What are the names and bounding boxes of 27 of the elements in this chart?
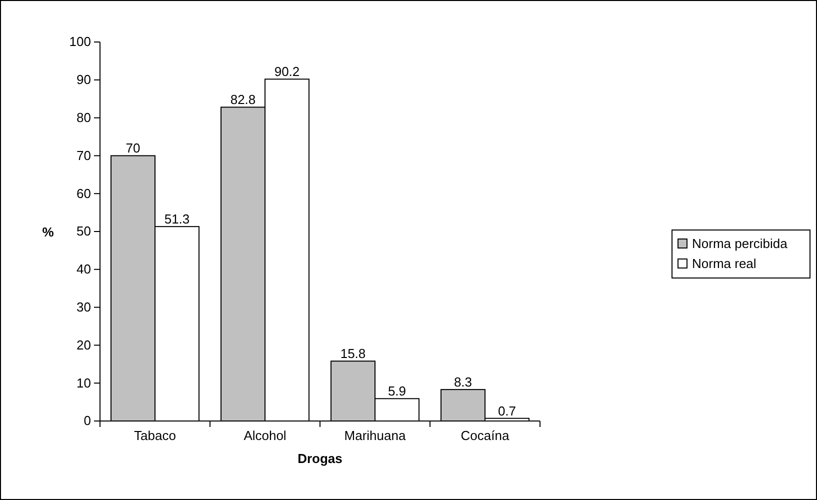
y-tick-label: 0 xyxy=(84,413,91,428)
y-tick-label: 80 xyxy=(76,110,91,125)
data-label: 70 xyxy=(126,140,140,156)
y-tick-label: 100 xyxy=(69,34,91,50)
data-label: 15.8 xyxy=(340,346,366,362)
legend-label: Norma real xyxy=(692,256,756,271)
y-tick-label: 10 xyxy=(76,375,91,390)
data-label: 5.9 xyxy=(388,384,406,399)
data-label: 8.3 xyxy=(454,374,472,390)
y-tick-label: 90 xyxy=(76,72,91,88)
data-label: 0.7 xyxy=(498,403,516,418)
y-axis-title: % xyxy=(42,224,54,240)
legend-label: Norma percibida xyxy=(692,236,788,251)
x-tick-label: Marihuana xyxy=(344,428,406,444)
y-tick-label: 50 xyxy=(76,224,91,239)
x-tick-label: Alcohol xyxy=(244,428,286,444)
data-label: 82.8 xyxy=(230,92,256,108)
data-label: 90.2 xyxy=(274,64,300,80)
y-tick-label: 20 xyxy=(76,337,91,352)
y-tick-label: 60 xyxy=(76,186,91,201)
x-tick-label: Tabaco xyxy=(134,428,176,444)
y-tick-label: 40 xyxy=(76,262,91,277)
y-tick-label: 30 xyxy=(76,299,91,314)
x-axis-title: Drogas xyxy=(298,451,342,466)
y-tick-label: 70 xyxy=(76,148,91,163)
data-label: 51.3 xyxy=(164,212,190,227)
x-tick-label: Cocaína xyxy=(460,428,510,444)
